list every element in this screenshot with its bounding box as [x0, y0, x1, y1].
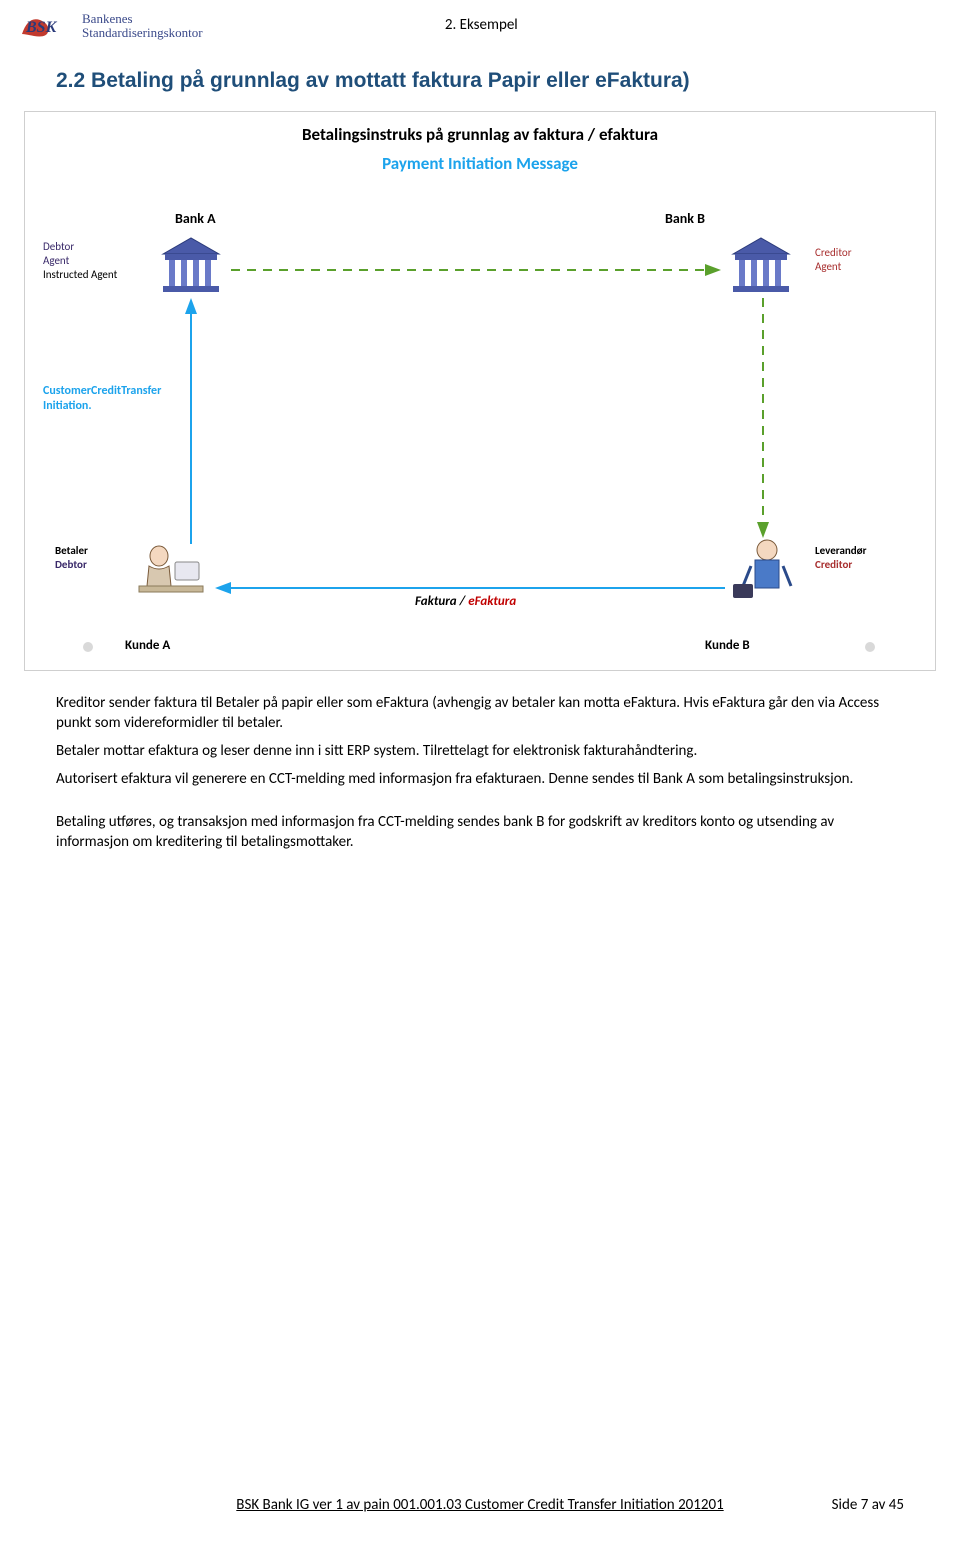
paragraph-3: Autorisert efaktura vil generere en CCT-…	[0, 769, 960, 789]
cct-initiation-label: CustomerCreditTransfer Initiation.	[43, 384, 161, 415]
payment-flow-diagram: Betalingsinstruks på grunnlag av faktura…	[24, 111, 936, 671]
kunde-a-person-icon	[131, 542, 211, 606]
bank-b-label: Bank B	[665, 210, 705, 227]
arrow-bankb-to-kundeb	[753, 298, 773, 538]
example-header-label: 2. Eksempel	[203, 12, 760, 34]
svg-text:BSK: BSK	[25, 19, 58, 36]
arrow-banka-to-bankb	[231, 260, 721, 280]
bank-a-label: Bank A	[175, 210, 216, 227]
diagram-subtitle: Payment Initiation Message	[25, 145, 935, 174]
logo-line1: Bankenes	[82, 12, 203, 26]
dot-left	[83, 642, 93, 652]
arrow-kundea-to-banka	[181, 298, 201, 544]
kunde-b-label: Kunde B	[705, 638, 750, 653]
kunde-a-label: Kunde A	[125, 638, 170, 653]
kunde-b-person-icon	[731, 536, 803, 608]
dot-right	[865, 642, 875, 652]
paragraph-4: Betaling utføres, og transaksjon med inf…	[0, 812, 960, 853]
betaler-label: Betaler Debtor	[55, 544, 88, 573]
creditor-agent-label: Creditor Agent	[815, 246, 852, 275]
diagram-title: Betalingsinstruks på grunnlag av faktura…	[25, 112, 935, 145]
paragraph-1: Kreditor sender faktura til Betaler på p…	[0, 693, 960, 734]
bank-a-icon	[155, 234, 227, 296]
bsk-logo-icon: BSK	[20, 12, 76, 40]
logo-text: Bankenes Standardiseringskontor	[82, 12, 203, 41]
debtor-agent-label: Debtor Agent Instructed Agent	[43, 240, 117, 283]
paragraph-2: Betaler mottar efaktura og leser denne i…	[0, 741, 960, 761]
logo-block: BSK Bankenes Standardiseringskontor	[20, 12, 203, 41]
faktura-efaktura-label: Faktura / eFaktura	[415, 594, 516, 609]
bank-b-icon	[725, 234, 797, 296]
page-footer: BSK Bank IG ver 1 av pain 001.001.03 Cus…	[0, 1496, 960, 1514]
footer-page-number: Side 7 av 45	[832, 1496, 904, 1514]
section-heading: 2.2 Betaling på grunnlag av mottatt fakt…	[0, 41, 960, 111]
leverandor-label: Leverandør Creditor	[815, 544, 867, 573]
logo-line2: Standardiseringskontor	[82, 26, 203, 40]
footer-doc-title: BSK Bank IG ver 1 av pain 001.001.03 Cus…	[236, 1496, 723, 1514]
page-header: BSK Bankenes Standardiseringskontor 2. E…	[0, 0, 960, 41]
